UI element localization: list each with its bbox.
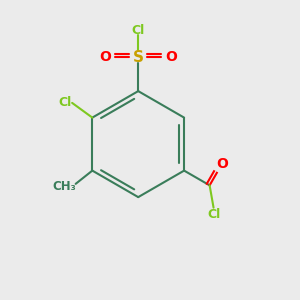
Text: Cl: Cl [132,24,145,37]
Text: Cl: Cl [59,96,72,110]
Text: O: O [166,50,177,64]
Text: S: S [133,50,144,65]
Text: Cl: Cl [208,208,221,221]
Text: O: O [99,50,111,64]
Text: CH₃: CH₃ [52,180,76,193]
Text: O: O [216,157,228,171]
